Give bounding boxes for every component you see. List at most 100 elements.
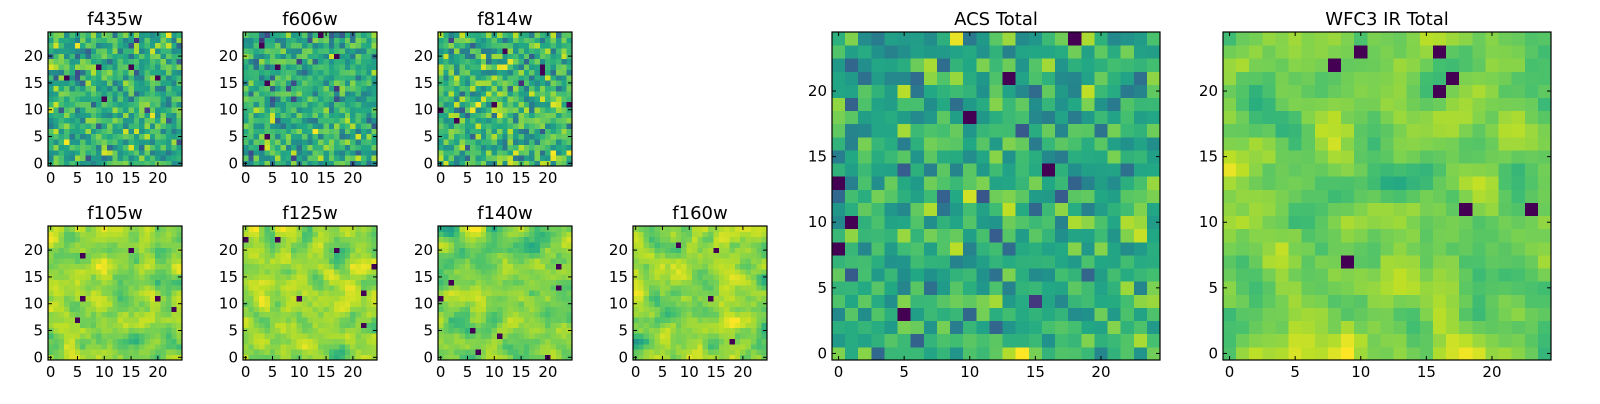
- heatmap-cell: [443, 237, 449, 243]
- heatmap-cell: [492, 37, 498, 43]
- heatmap-cell: [898, 268, 912, 282]
- heatmap-cell: [112, 70, 118, 76]
- heatmap-cell: [465, 43, 471, 49]
- heatmap-cell: [454, 145, 460, 151]
- heatmap-cell: [884, 268, 898, 282]
- heatmap-cell: [465, 269, 471, 275]
- y-tick-label: 10: [219, 295, 238, 313]
- heatmap-cell: [107, 86, 113, 92]
- heatmap-cell: [1108, 242, 1122, 256]
- heatmap-cell: [545, 344, 551, 350]
- heatmap-cell: [470, 96, 476, 102]
- heatmap-cell: [449, 91, 455, 97]
- heatmap-cell: [534, 70, 540, 76]
- heatmap-cell: [281, 150, 287, 156]
- heatmap-cell: [270, 145, 276, 151]
- heatmap-cell: [339, 231, 345, 237]
- heatmap-cell: [551, 107, 557, 113]
- heatmap-cell: [112, 317, 118, 323]
- heatmap-cell: [470, 118, 476, 124]
- heatmap-cell: [134, 86, 140, 92]
- heatmap-cell: [64, 317, 70, 323]
- heatmap-cell: [313, 333, 319, 339]
- heatmap-cell: [671, 258, 677, 264]
- heatmap-cell: [350, 285, 356, 291]
- heatmap-cell: [681, 253, 687, 259]
- heatmap-cell: [950, 281, 964, 295]
- heatmap-cell: [128, 269, 134, 275]
- heatmap-cell: [1016, 176, 1030, 190]
- heatmap-cell: [454, 91, 460, 97]
- heatmap-cell: [545, 75, 551, 81]
- heatmap-cell: [96, 118, 102, 124]
- heatmap-cell: [134, 118, 140, 124]
- heatmap-cell: [75, 91, 81, 97]
- heatmap-cell: [291, 102, 297, 108]
- heatmap-cell: [729, 253, 735, 259]
- heatmap-cell: [356, 64, 362, 70]
- heatmap-cell: [366, 150, 372, 156]
- heatmap-cell: [302, 107, 308, 113]
- heatmap-cell: [454, 118, 460, 124]
- heatmap-cell: [443, 269, 449, 275]
- heatmap-cell: [459, 328, 465, 334]
- heatmap-cell: [302, 312, 308, 318]
- heatmap-cell: [107, 123, 113, 129]
- heatmap-cell: [470, 285, 476, 291]
- heatmap-cell: [1081, 255, 1095, 269]
- heatmap-cell: [59, 64, 65, 70]
- heatmap-cell: [80, 112, 86, 118]
- heatmap-cell: [1108, 334, 1122, 348]
- heatmap-cell: [155, 134, 161, 140]
- heatmap-cell: [102, 242, 108, 248]
- heatmap-cell: [345, 312, 351, 318]
- heatmap-cell: [75, 123, 81, 129]
- heatmap-cell: [481, 139, 487, 145]
- heatmap-cell: [144, 301, 150, 307]
- heatmap-cell: [545, 269, 551, 275]
- heatmap-cell: [171, 312, 177, 318]
- heatmap-cell: [740, 253, 746, 259]
- heatmap-cell: [556, 139, 562, 145]
- heatmap-cell: [561, 37, 567, 43]
- heatmap-cell: [449, 264, 455, 270]
- heatmap-cell: [644, 226, 650, 232]
- heatmap-cell: [911, 268, 925, 282]
- heatmap-cell: [1016, 242, 1030, 256]
- heatmap-cell: [950, 255, 964, 269]
- heatmap-cell: [166, 290, 172, 296]
- heatmap-cell: [911, 203, 925, 217]
- heatmap-cell: [492, 48, 498, 54]
- heatmap-cell: [556, 253, 562, 259]
- heatmap-cell: [75, 264, 81, 270]
- heatmap-cell: [719, 290, 725, 296]
- heatmap-cell: [497, 269, 503, 275]
- heatmap-cell: [470, 155, 476, 161]
- heatmap-cell: [524, 264, 530, 270]
- heatmap-cell: [161, 118, 167, 124]
- heatmap-cell: [740, 306, 746, 312]
- heatmap-cell: [746, 328, 752, 334]
- heatmap-cell: [291, 80, 297, 86]
- heatmap-cell: [248, 32, 254, 38]
- heatmap-cell: [470, 80, 476, 86]
- heatmap-cell: [508, 96, 514, 102]
- heatmap-cell: [102, 48, 108, 54]
- heatmap-cell: [497, 247, 503, 253]
- heatmap-cell: [102, 43, 108, 49]
- heatmap-cell: [454, 312, 460, 318]
- heatmap-cell: [976, 308, 990, 322]
- heatmap-cell: [1147, 268, 1161, 282]
- heatmap-cell: [59, 43, 65, 49]
- heatmap-cell: [654, 301, 660, 307]
- heatmap-cell: [123, 150, 129, 156]
- heatmap-cell: [540, 59, 546, 65]
- heatmap-cell: [128, 80, 134, 86]
- heatmap-cell: [476, 80, 482, 86]
- heatmap-cell: [161, 128, 167, 134]
- heatmap-cell: [681, 237, 687, 243]
- heatmap-cell: [334, 118, 340, 124]
- heatmap-cell: [86, 301, 92, 307]
- heatmap-cell: [91, 237, 97, 243]
- heatmap-cell: [950, 242, 964, 256]
